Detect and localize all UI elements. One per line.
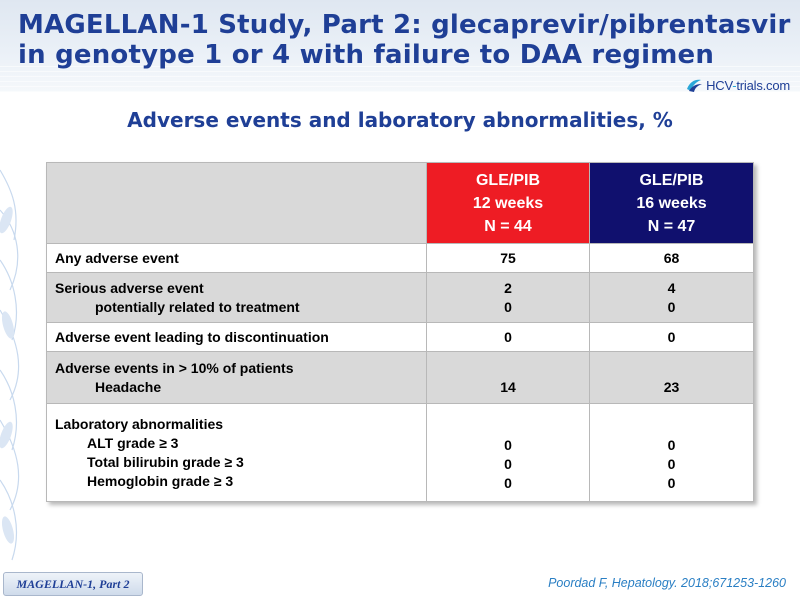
row-label-cell: Serious adverse event potentially relate…	[46, 272, 427, 323]
column-header-12-weeks: GLE/PIB 12 weeks N = 44	[426, 162, 590, 244]
cell-16-weeks: 0 0 0	[589, 403, 754, 502]
row-label-cell: Adverse events in > 10% of patients Head…	[46, 351, 427, 404]
title-line-2: in genotype 1 or 4 with failure to DAA r…	[18, 40, 715, 70]
header-stripes	[0, 62, 800, 92]
column-12-regimen: GLE/PIB	[475, 171, 540, 189]
cell-16-weeks: 4 0	[589, 272, 754, 323]
row-sublabel-hemoglobin: Hemoglobin grade ≥ 3	[87, 472, 234, 489]
row-sublabel: Headache	[95, 378, 162, 395]
cell-12-weeks: 0	[426, 322, 590, 352]
table-header-row: GLE/PIB 12 weeks N = 44 GLE/PIB 16 weeks…	[46, 162, 754, 244]
logo-text-prefix: HCV	[706, 77, 733, 93]
row-label: Adverse events in > 10% of patients	[55, 359, 294, 376]
cell-16-weeks: 23	[589, 351, 754, 404]
logo-swoosh-icon	[687, 79, 703, 92]
cell-value: 2	[504, 279, 512, 296]
column-12-duration: 12 weeks	[472, 194, 544, 212]
table-row-any-ae: Any adverse event 75 68	[46, 243, 754, 273]
row-label: Serious adverse event	[55, 279, 204, 296]
row-sublabel: potentially related to treatment	[95, 298, 300, 315]
study-tag: MAGELLAN-1, Part 2	[3, 572, 143, 596]
row-sublabel-alt: ALT grade ≥ 3	[87, 434, 179, 451]
cell-value-hemoglobin: 0	[667, 475, 676, 491]
adverse-events-table: GLE/PIB 12 weeks N = 44 GLE/PIB 16 weeks…	[46, 162, 754, 502]
cell-12-weeks: 14	[426, 351, 590, 404]
cell-value-bilirubin: 0	[667, 456, 676, 472]
cell-value-alt: 0	[504, 437, 512, 453]
table-row-lab-abnormalities: Laboratory abnormalities ALT grade ≥ 3 T…	[46, 403, 754, 502]
column-16-duration: 16 weeks	[636, 194, 707, 212]
slide-subtitle: Adverse events and laboratory abnormalit…	[127, 108, 673, 132]
cell-subvalue: 0	[667, 298, 676, 315]
table-row-ae-discontinuation: Adverse event leading to discontinuation…	[46, 322, 754, 352]
column-16-n: N = 47	[647, 217, 696, 235]
table-row-ae-over-10pct: Adverse events in > 10% of patients Head…	[46, 351, 754, 404]
cell-12-weeks: 75	[426, 243, 590, 273]
logo-text-suffix: trials.com	[736, 77, 790, 93]
cell-value: 4	[667, 279, 676, 296]
slide-title: MAGELLAN-1 Study, Part 2: glecaprevir/pi…	[18, 10, 791, 70]
cell-value: 23	[663, 379, 680, 395]
row-sublabel-bilirubin: Total bilirubin grade ≥ 3	[87, 453, 244, 470]
cell-12-weeks: 0 0 0	[426, 403, 590, 502]
row-label: Adverse event leading to discontinuation	[46, 322, 427, 352]
hcv-trials-logo: HCV-trials.com	[685, 76, 790, 92]
table-row-serious-ae: Serious adverse event potentially relate…	[46, 272, 754, 323]
column-12-n: N = 44	[484, 217, 532, 235]
row-label: Laboratory abnormalities	[55, 415, 224, 432]
logo-text: HCV-trials.com	[706, 78, 790, 93]
cell-value: 14	[500, 379, 516, 395]
cell-subvalue: 0	[504, 298, 512, 315]
column-header-16-weeks: GLE/PIB 16 weeks N = 47	[589, 162, 754, 244]
row-label: Any adverse event	[46, 243, 427, 273]
table-header-blank-cell	[46, 162, 427, 244]
cell-12-weeks: 2 0	[426, 272, 590, 323]
cell-value-hemoglobin: 0	[504, 475, 512, 491]
cell-16-weeks: 0	[589, 322, 754, 352]
column-16-regimen: GLE/PIB	[639, 171, 704, 189]
title-line-1: MAGELLAN-1 Study, Part 2: glecaprevir/pi…	[18, 10, 791, 40]
cell-value-alt: 0	[667, 437, 676, 453]
citation: Poordad F, Hepatology. 2018;671253-1260	[548, 576, 786, 590]
logo-text-dash: -	[732, 77, 737, 93]
cell-value-bilirubin: 0	[504, 456, 512, 472]
left-leaf-decoration	[0, 169, 20, 561]
header-band: MAGELLAN-1 Study, Part 2: glecaprevir/pi…	[0, 0, 800, 92]
row-label-cell: Laboratory abnormalities ALT grade ≥ 3 T…	[46, 403, 427, 502]
cell-16-weeks: 68	[589, 243, 754, 273]
